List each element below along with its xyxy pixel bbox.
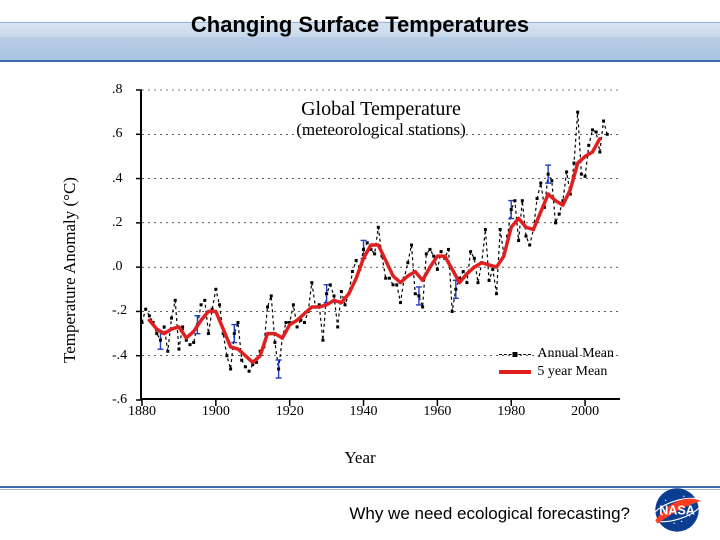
legend-label-5yr: 5 year Mean [537, 364, 607, 380]
nasa-logo-icon: NASA [648, 486, 706, 534]
y-axis-label: Temperature Anomaly (°C) [60, 177, 80, 363]
footer-rule-thin [0, 489, 720, 490]
ytick-label: -.6 [112, 392, 127, 408]
legend-label-annual: Annual Mean [537, 346, 614, 362]
xtick-label: 1940 [350, 404, 378, 420]
ytick-label: -.2 [112, 303, 127, 319]
temperature-chart: Temperature Anomaly (°C) Year Global Tem… [80, 80, 640, 460]
header-rule-bottom [0, 60, 720, 62]
legend-item-5yr: 5 year Mean [499, 364, 614, 380]
xtick-label: 1960 [423, 404, 451, 420]
xtick-label: 1920 [276, 404, 304, 420]
legend-swatch-annual [499, 354, 531, 355]
xtick-label: 1980 [497, 404, 525, 420]
footer-rule [0, 486, 720, 488]
footer-text: Why we need ecological forecasting? [349, 504, 630, 524]
x-axis-label: Year [344, 448, 375, 468]
ytick-label: .8 [112, 82, 123, 98]
ytick-label: -.4 [112, 348, 127, 364]
ytick-label: .0 [112, 259, 123, 275]
legend-swatch-5yr [499, 370, 531, 374]
legend: Annual Mean 5 year Mean [499, 344, 614, 380]
xtick-label: 1880 [128, 404, 156, 420]
ytick-label: .6 [112, 126, 123, 142]
xtick-label: 1900 [202, 404, 230, 420]
ytick-label: .4 [112, 171, 123, 187]
plot-area: Global Temperature (meteorological stati… [140, 90, 620, 400]
legend-item-annual: Annual Mean [499, 346, 614, 362]
xtick-label: 2000 [571, 404, 599, 420]
slide-title: Changing Surface Temperatures [0, 12, 720, 38]
ytick-label: .2 [112, 215, 123, 231]
